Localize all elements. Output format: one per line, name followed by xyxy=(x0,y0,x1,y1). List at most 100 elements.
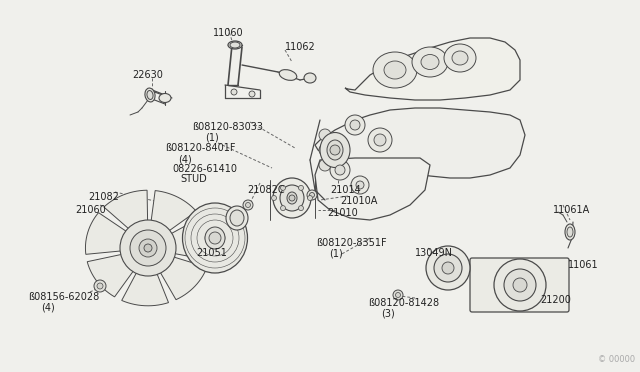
Text: 21010: 21010 xyxy=(327,208,358,218)
Circle shape xyxy=(144,244,152,252)
Circle shape xyxy=(330,160,350,180)
Circle shape xyxy=(298,185,303,190)
Circle shape xyxy=(319,144,331,156)
Text: (1): (1) xyxy=(205,133,219,143)
Ellipse shape xyxy=(205,227,225,249)
Circle shape xyxy=(345,115,365,135)
Polygon shape xyxy=(159,257,207,300)
Circle shape xyxy=(504,269,536,301)
Text: ß08120-81428: ß08120-81428 xyxy=(368,298,439,308)
Circle shape xyxy=(289,195,295,201)
Text: 21014: 21014 xyxy=(330,185,361,195)
Text: (3): (3) xyxy=(381,309,395,319)
Polygon shape xyxy=(151,190,196,232)
Text: (4): (4) xyxy=(178,154,192,164)
Circle shape xyxy=(396,292,401,298)
Circle shape xyxy=(310,192,314,198)
Polygon shape xyxy=(170,217,211,260)
Text: 08226-61410: 08226-61410 xyxy=(172,164,237,174)
Ellipse shape xyxy=(373,52,417,88)
Circle shape xyxy=(442,262,454,274)
Ellipse shape xyxy=(280,185,304,211)
Ellipse shape xyxy=(287,192,297,204)
Polygon shape xyxy=(86,213,127,254)
Ellipse shape xyxy=(145,88,155,102)
Circle shape xyxy=(271,196,276,201)
Polygon shape xyxy=(345,38,520,100)
FancyBboxPatch shape xyxy=(470,258,569,312)
Circle shape xyxy=(139,239,157,257)
Polygon shape xyxy=(87,254,134,297)
Ellipse shape xyxy=(421,55,439,70)
Polygon shape xyxy=(122,272,168,306)
Polygon shape xyxy=(315,158,430,220)
Circle shape xyxy=(307,196,312,201)
Circle shape xyxy=(307,190,317,200)
Text: ß08120-8401F: ß08120-8401F xyxy=(165,143,236,153)
Circle shape xyxy=(368,128,392,152)
Text: 21082C: 21082C xyxy=(247,185,285,195)
Text: 22630: 22630 xyxy=(132,70,163,80)
Ellipse shape xyxy=(226,206,248,230)
Circle shape xyxy=(246,202,250,208)
Circle shape xyxy=(243,200,253,210)
Text: © 00000: © 00000 xyxy=(598,355,635,364)
Ellipse shape xyxy=(182,203,248,273)
Ellipse shape xyxy=(147,90,153,99)
Ellipse shape xyxy=(279,70,297,80)
Ellipse shape xyxy=(384,61,406,79)
Text: 21060: 21060 xyxy=(75,205,106,215)
Circle shape xyxy=(280,185,285,190)
Circle shape xyxy=(209,232,221,244)
Circle shape xyxy=(319,129,331,141)
Circle shape xyxy=(298,206,303,211)
Circle shape xyxy=(231,89,237,95)
Text: (1): (1) xyxy=(329,249,343,259)
Ellipse shape xyxy=(565,224,575,240)
Polygon shape xyxy=(315,108,525,178)
Text: 21200: 21200 xyxy=(540,295,571,305)
Text: (4): (4) xyxy=(41,303,55,313)
Circle shape xyxy=(351,176,369,194)
Text: STUD: STUD xyxy=(180,174,207,184)
Text: ß08156-62028: ß08156-62028 xyxy=(28,292,99,302)
Circle shape xyxy=(330,145,340,155)
Ellipse shape xyxy=(452,51,468,65)
Circle shape xyxy=(319,159,331,171)
Ellipse shape xyxy=(230,42,240,48)
Polygon shape xyxy=(104,190,148,230)
Circle shape xyxy=(120,220,176,276)
Text: 11061A: 11061A xyxy=(553,205,590,215)
Circle shape xyxy=(350,120,360,130)
Circle shape xyxy=(97,283,103,289)
Ellipse shape xyxy=(230,210,244,226)
Ellipse shape xyxy=(567,227,573,237)
Circle shape xyxy=(280,206,285,211)
Circle shape xyxy=(130,230,166,266)
Circle shape xyxy=(249,91,255,97)
Text: 11061: 11061 xyxy=(568,260,598,270)
Ellipse shape xyxy=(228,41,242,49)
Ellipse shape xyxy=(273,178,311,218)
Ellipse shape xyxy=(304,73,316,83)
Ellipse shape xyxy=(412,47,448,77)
Ellipse shape xyxy=(159,93,171,103)
Circle shape xyxy=(374,134,386,146)
Circle shape xyxy=(434,254,462,282)
Text: ß08120-83033: ß08120-83033 xyxy=(192,122,263,132)
Ellipse shape xyxy=(320,132,350,167)
Text: 21010A: 21010A xyxy=(340,196,378,206)
Circle shape xyxy=(494,259,546,311)
Circle shape xyxy=(94,280,106,292)
Text: ß08120-8351F: ß08120-8351F xyxy=(316,238,387,248)
Text: 11062: 11062 xyxy=(285,42,316,52)
Ellipse shape xyxy=(327,140,343,160)
Circle shape xyxy=(393,290,403,300)
Text: 21082: 21082 xyxy=(88,192,119,202)
Circle shape xyxy=(513,278,527,292)
Text: 13049N: 13049N xyxy=(415,248,453,258)
Text: 21051: 21051 xyxy=(196,248,227,258)
Circle shape xyxy=(426,246,470,290)
Circle shape xyxy=(356,181,364,189)
Ellipse shape xyxy=(444,44,476,72)
